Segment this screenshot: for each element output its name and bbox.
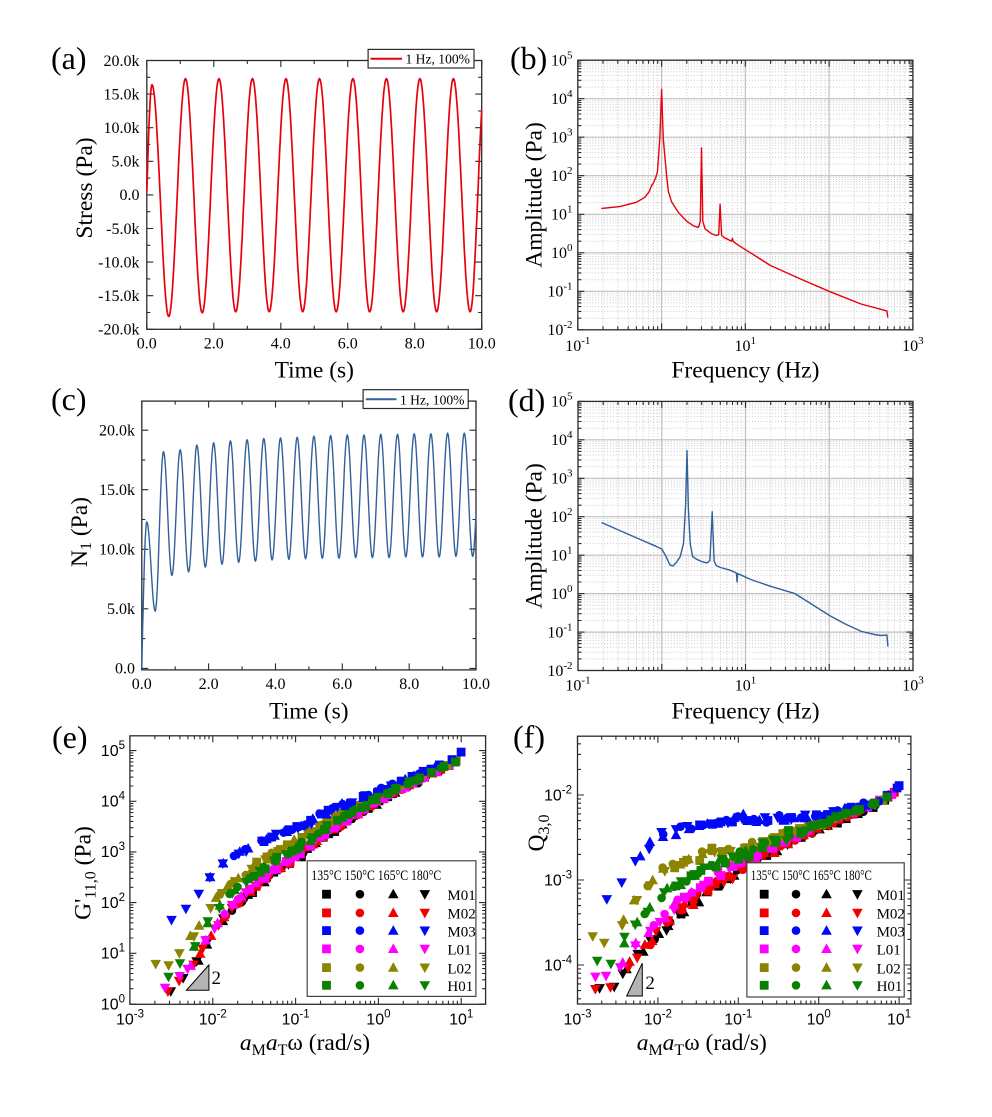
svg-text:10.0: 10.0 — [462, 676, 490, 693]
svg-text:135°C 150°C 165°C 180°C: 135°C 150°C 165°C 180°C — [751, 868, 872, 884]
svg-text:(e): (e) — [52, 719, 88, 755]
svg-text:L01: L01 — [447, 943, 471, 959]
svg-text:Time (s): Time (s) — [275, 358, 354, 384]
svg-text:M01: M01 — [877, 888, 905, 904]
svg-text:N1 (Pa): N1 (Pa) — [67, 497, 95, 567]
svg-text:2: 2 — [212, 968, 222, 989]
svg-text:-20.0k: -20.0k — [98, 322, 139, 339]
svg-text:20.0k: 20.0k — [99, 423, 135, 440]
svg-text:(f): (f) — [513, 719, 545, 755]
svg-text:-5.0k: -5.0k — [106, 221, 139, 238]
svg-text:-15.0k: -15.0k — [98, 288, 139, 305]
svg-text:10.0k: 10.0k — [104, 120, 140, 137]
svg-text:Frequency (Hz): Frequency (Hz) — [671, 699, 819, 725]
svg-text:8.0: 8.0 — [399, 676, 419, 693]
svg-text:L01: L01 — [877, 943, 901, 959]
svg-text:1 Hz, 100%: 1 Hz, 100% — [406, 53, 471, 68]
svg-text:2.0: 2.0 — [204, 336, 224, 353]
svg-text:M02: M02 — [877, 907, 905, 923]
svg-text:15.0k: 15.0k — [99, 482, 135, 499]
svg-text:15.0k: 15.0k — [104, 86, 140, 103]
svg-text:(b): (b) — [510, 40, 547, 76]
svg-text:4.0: 4.0 — [266, 676, 286, 693]
svg-text:8.0: 8.0 — [405, 336, 425, 353]
svg-text:6.0: 6.0 — [338, 336, 358, 353]
svg-text:Amplitude (Pa): Amplitude (Pa) — [522, 463, 548, 609]
svg-text:(c): (c) — [51, 381, 87, 417]
svg-text:6.0: 6.0 — [332, 676, 352, 693]
svg-text:L02: L02 — [877, 961, 901, 977]
svg-text:10.0k: 10.0k — [99, 542, 135, 559]
svg-text:Frequency (Hz): Frequency (Hz) — [671, 358, 819, 384]
svg-text:135°C 150°C 165°C 180°C: 135°C 150°C 165°C 180°C — [311, 868, 441, 884]
svg-text:M03: M03 — [877, 924, 905, 940]
svg-text:Time (s): Time (s) — [269, 699, 348, 725]
svg-text:(d): (d) — [508, 382, 545, 418]
svg-text:20.0k: 20.0k — [104, 53, 140, 70]
svg-text:M01: M01 — [447, 888, 475, 904]
svg-text:aMaTω (rad/s): aMaTω (rad/s) — [240, 1030, 370, 1059]
svg-text:0.0: 0.0 — [137, 336, 157, 353]
svg-text:aMaTω (rad/s): aMaTω (rad/s) — [637, 1030, 767, 1059]
svg-text:5.0k: 5.0k — [112, 154, 140, 171]
svg-text:0.0: 0.0 — [115, 661, 135, 678]
svg-text:Amplitude (Pa): Amplitude (Pa) — [522, 122, 548, 268]
svg-text:H01: H01 — [447, 979, 473, 995]
svg-text:5.0k: 5.0k — [107, 601, 135, 618]
svg-text:10.0: 10.0 — [468, 336, 496, 353]
svg-text:1 Hz, 100%: 1 Hz, 100% — [400, 393, 465, 408]
svg-text:2.0: 2.0 — [199, 676, 219, 693]
svg-text:0.0: 0.0 — [120, 187, 140, 204]
svg-text:(a): (a) — [51, 40, 87, 76]
svg-text:L02: L02 — [447, 961, 471, 977]
svg-text:Stress (Pa): Stress (Pa) — [72, 137, 98, 238]
svg-text:H01: H01 — [877, 979, 903, 995]
svg-text:M02: M02 — [447, 907, 475, 923]
svg-text:-10.0k: -10.0k — [98, 254, 139, 271]
svg-text:4.0: 4.0 — [271, 336, 291, 353]
svg-text:0.0: 0.0 — [132, 676, 152, 693]
svg-text:2: 2 — [645, 973, 655, 994]
svg-text:M03: M03 — [447, 924, 475, 940]
